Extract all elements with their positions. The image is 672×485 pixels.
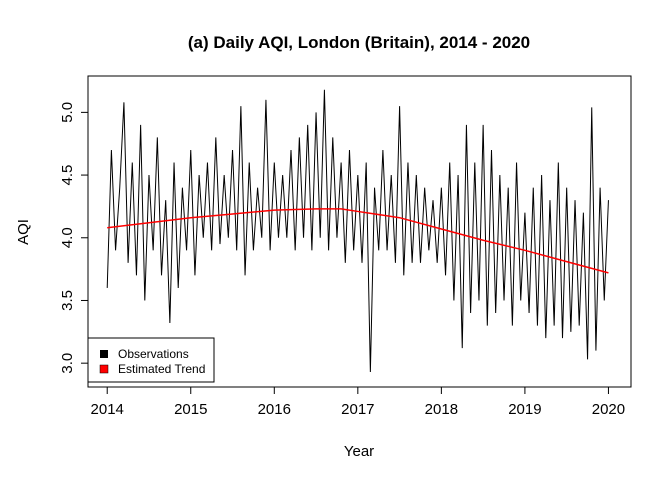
y-tick-label: 3.0 (59, 353, 76, 374)
y-tick-label: 4.5 (59, 165, 76, 186)
y-axis: 3.0 3.5 4.0 4.5 5.0 (59, 102, 89, 374)
x-tick-label: 2020 (592, 401, 625, 418)
x-tick-label: 2016 (258, 401, 291, 418)
legend: Observations Estimated Trend (87, 337, 215, 383)
x-tick-label: 2019 (508, 401, 541, 418)
y-axis-label: AQI (15, 219, 32, 245)
x-tick-label: 2015 (174, 401, 207, 418)
series-layer (106, 89, 609, 372)
y-tick-label: 4.0 (59, 227, 76, 248)
x-tick-label: 2017 (341, 401, 374, 418)
chart-title: (a) Daily AQI, London (Britain), 2014 - … (188, 33, 530, 52)
x-tick-label: 2018 (425, 401, 458, 418)
y-tick-label: 3.5 (59, 290, 76, 311)
x-axis-label: Year (344, 443, 374, 460)
x-tick-label: 2014 (91, 401, 124, 418)
y-tick-label: 5.0 (59, 102, 76, 123)
x-axis: 2014 2015 2016 2017 2018 2019 2020 (91, 386, 625, 418)
legend-swatch-trend (99, 364, 109, 374)
legend-swatch-observations (100, 350, 108, 358)
legend-box (87, 337, 215, 383)
legend-label-trend: Estimated Trend (118, 362, 205, 376)
series-observations (106, 89, 609, 372)
legend-label-observations: Observations (118, 347, 189, 361)
series-estimated-trend (107, 208, 609, 274)
